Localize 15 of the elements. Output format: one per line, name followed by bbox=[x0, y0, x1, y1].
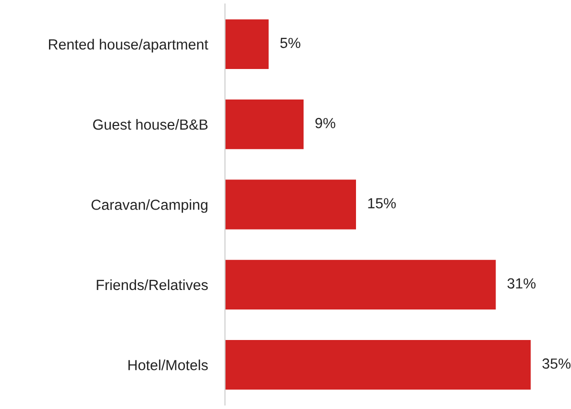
y-tick-label: Caravan/Camping bbox=[92, 199, 208, 213]
bar bbox=[224, 180, 356, 230]
bar bbox=[224, 260, 496, 310]
data-label: 9% bbox=[315, 118, 336, 128]
y-tick-label: Rented house/apartment bbox=[48, 38, 208, 52]
y-tick-label: Guest house/B&B bbox=[93, 119, 208, 130]
data-label: 31% bbox=[507, 278, 536, 289]
data-label: 5% bbox=[280, 38, 300, 48]
bar bbox=[224, 340, 531, 390]
bar bbox=[224, 99, 304, 150]
data-label: 35% bbox=[542, 358, 570, 369]
y-tick-label: Hotel/Motels bbox=[128, 360, 208, 370]
bar bbox=[224, 19, 269, 70]
data-label: 15% bbox=[368, 198, 396, 208]
y-tick-label: Friends/Relatives bbox=[96, 279, 208, 290]
